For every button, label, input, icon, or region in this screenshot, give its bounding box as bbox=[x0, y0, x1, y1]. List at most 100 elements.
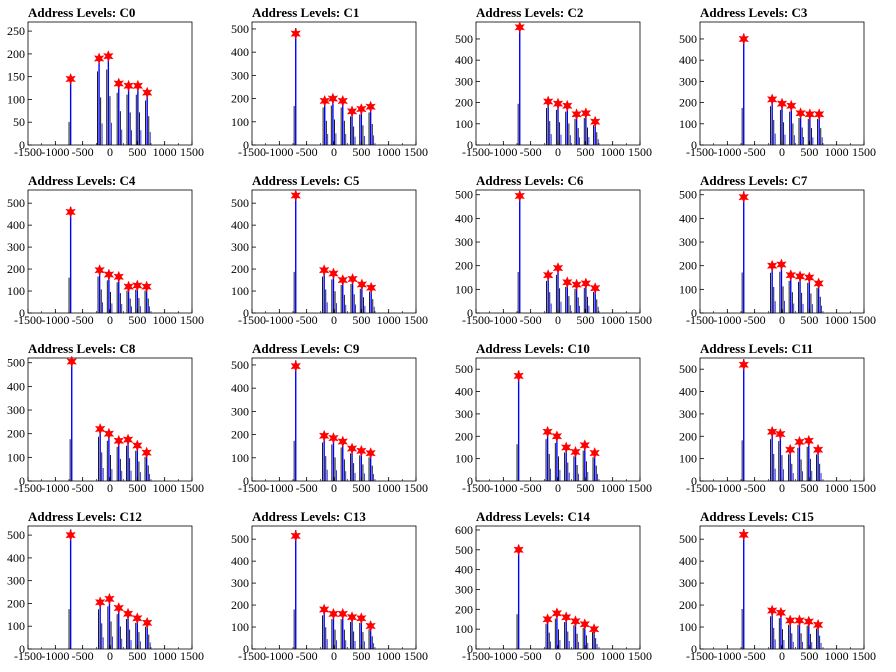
chart-panel: -1500 -1000 -500 0 500 1000 1500 0 100 200 300 400 5… bbox=[0, 336, 224, 504]
x-tick-label: -500 bbox=[520, 313, 542, 327]
peak-marker bbox=[319, 94, 330, 107]
y-tick-label: 0 bbox=[19, 642, 25, 656]
y-tick-label: 500 bbox=[455, 188, 473, 202]
y-tick-label: 100 bbox=[679, 117, 697, 131]
x-tick-label: -1500 bbox=[686, 145, 714, 159]
peak-marker bbox=[104, 592, 115, 605]
peak-marker bbox=[123, 280, 134, 293]
y-tick-label: 500 bbox=[231, 532, 249, 546]
y-tick-label: 100 bbox=[455, 622, 473, 636]
y-tick-label: 0 bbox=[19, 474, 25, 488]
x-tick-label: 0 bbox=[331, 649, 337, 663]
histogram-plot: -1500 -1000 -500 0 500 1000 1500 0 100 200 300 400 5… bbox=[455, 188, 652, 327]
plot-frame bbox=[475, 525, 641, 650]
y-tick-label: 300 bbox=[679, 74, 697, 88]
chart-panel: -1500 -1000 -500 0 500 1000 1500 0 100 200 300 400 5… bbox=[224, 0, 448, 168]
y-tick-label: 400 bbox=[231, 218, 249, 232]
x-tick-label: 1500 bbox=[180, 481, 204, 495]
histogram-plot: -1500 -1000 -500 0 500 1000 1500 0 100 200 300 400 5… bbox=[455, 21, 652, 159]
peak-marker bbox=[562, 276, 573, 289]
peak-marker bbox=[290, 360, 301, 373]
peak-marker bbox=[786, 99, 797, 112]
histogram-plot: -1500 -1000 -500 0 500 1000 1500 0 100 200 300 400 5… bbox=[679, 357, 876, 495]
y-tick-label: 200 bbox=[455, 96, 473, 110]
x-tick-label: -1500 bbox=[686, 481, 714, 495]
x-tick-label: -1000 bbox=[41, 313, 69, 327]
x-tick-label: 500 bbox=[576, 145, 594, 159]
y-tick-label: 300 bbox=[231, 404, 249, 418]
x-tick-label: -1500 bbox=[686, 313, 714, 327]
x-tick-label: -500 bbox=[744, 145, 766, 159]
x-tick-label: 0 bbox=[779, 145, 785, 159]
peak-marker bbox=[318, 429, 330, 442]
y-tick-label: 200 bbox=[7, 427, 25, 441]
peak-marker bbox=[328, 267, 339, 280]
x-tick-label: 1500 bbox=[628, 145, 652, 159]
histogram-plot: -1500 -1000 -500 0 500 1000 1500 0 100 200 300 400 5… bbox=[231, 525, 428, 663]
peak-marker bbox=[328, 432, 339, 445]
chart-title: Address Levels: C10 bbox=[476, 341, 590, 356]
peak-marker bbox=[290, 27, 301, 40]
x-tick-label: 1500 bbox=[180, 313, 204, 327]
peak-marker bbox=[794, 614, 805, 627]
peak-marker bbox=[542, 425, 553, 438]
y-tick-label: 100 bbox=[7, 450, 25, 464]
x-tick-label: -1000 bbox=[489, 649, 517, 663]
peak-marker bbox=[94, 596, 106, 609]
y-tick-label: 200 bbox=[679, 598, 697, 612]
y-tick-label: 0 bbox=[467, 474, 473, 488]
peak-marker bbox=[337, 274, 348, 287]
peak-marker bbox=[795, 107, 806, 120]
y-tick-label: 200 bbox=[455, 602, 473, 616]
x-tick-label: 1000 bbox=[601, 313, 625, 327]
y-tick-label: 600 bbox=[455, 523, 473, 537]
x-tick-label: 1000 bbox=[153, 145, 177, 159]
x-tick-label: 1000 bbox=[825, 145, 849, 159]
y-tick-label: 400 bbox=[231, 554, 249, 568]
histogram-plot: -1500 -1000 -500 0 500 1000 1500 0 100 200 300 400 5… bbox=[231, 189, 428, 327]
x-tick-label: -1000 bbox=[713, 145, 741, 159]
peak-marker bbox=[290, 189, 301, 202]
plot-frame bbox=[27, 189, 193, 314]
y-tick-label: 100 bbox=[7, 619, 25, 633]
x-tick-label: -1500 bbox=[14, 481, 42, 495]
peak-marker bbox=[589, 447, 600, 460]
y-tick-label: 400 bbox=[231, 45, 249, 59]
x-tick-label: 1500 bbox=[628, 313, 652, 327]
x-tick-label: -1500 bbox=[238, 649, 266, 663]
histogram-plot: -1500 -1000 -500 0 500 1000 1500 0 100 200 300 400 5… bbox=[7, 189, 204, 327]
peak-marker bbox=[356, 612, 367, 625]
chart-title: Address Levels: C7 bbox=[700, 173, 808, 188]
peak-marker bbox=[65, 529, 76, 542]
x-tick-label: 0 bbox=[555, 481, 561, 495]
y-tick-label: 0 bbox=[467, 306, 473, 320]
x-tick-label: -1500 bbox=[238, 313, 266, 327]
chart-title: Address Levels: C14 bbox=[476, 509, 590, 524]
x-tick-label: 500 bbox=[128, 481, 146, 495]
x-tick-label: -500 bbox=[744, 649, 766, 663]
peak-marker bbox=[103, 427, 115, 440]
peak-marker bbox=[141, 446, 152, 459]
x-tick-label: 500 bbox=[800, 649, 818, 663]
x-tick-label: -1500 bbox=[462, 313, 490, 327]
y-tick-label: 400 bbox=[679, 554, 697, 568]
y-tick-label: 500 bbox=[679, 188, 697, 202]
y-tick-label: 0 bbox=[691, 474, 697, 488]
peak-marker bbox=[812, 443, 824, 456]
peak-marker bbox=[570, 445, 581, 458]
x-tick-label: -1000 bbox=[265, 649, 293, 663]
y-tick-label: 300 bbox=[231, 576, 249, 590]
histogram-plot: -1500 -1000 -500 0 500 1000 1500 0 100 200 300 400 5… bbox=[679, 21, 876, 159]
peak-marker bbox=[784, 443, 796, 456]
x-tick-label: -500 bbox=[72, 313, 94, 327]
chart-title: Address Levels: C12 bbox=[28, 509, 142, 524]
y-tick-label: 500 bbox=[7, 528, 25, 542]
x-tick-label: 1500 bbox=[852, 481, 876, 495]
x-tick-label: -500 bbox=[520, 145, 542, 159]
chart-title: Address Levels: C13 bbox=[252, 509, 366, 524]
y-tick-label: 100 bbox=[231, 451, 249, 465]
x-tick-label: 500 bbox=[352, 481, 370, 495]
x-tick-label: -1000 bbox=[265, 145, 293, 159]
x-tick-label: -500 bbox=[296, 481, 318, 495]
peak-marker bbox=[588, 623, 600, 636]
